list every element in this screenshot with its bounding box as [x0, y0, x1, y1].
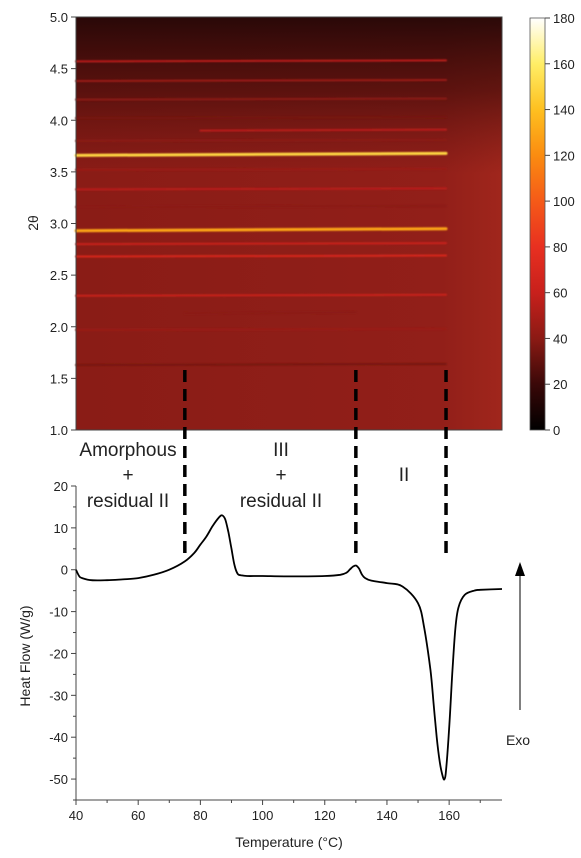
- dsc-x-tick-label: 160: [438, 808, 460, 823]
- diffraction-peak-1: [75, 79, 448, 83]
- dsc-y-tick-label: -50: [49, 772, 68, 787]
- heatmap-y-tick-label: 5.0: [50, 10, 68, 25]
- region-amorphous-line2: +: [122, 465, 133, 486]
- region-ii-line1: II: [399, 465, 410, 486]
- dsc-x-tick-label: 140: [376, 808, 398, 823]
- diffraction-peak-12: [75, 254, 448, 258]
- heatmap-panel: 1.0 1.5 2.0 2.5 3.0 3.5 4.0 4.5 5.0 2θ: [25, 10, 503, 438]
- heatmap-y-tick-label: 3.5: [50, 165, 68, 180]
- diffraction-peak-13: [75, 293, 448, 297]
- heatmap-y-tick-label: 4.0: [50, 113, 68, 128]
- region-iii-line2: +: [275, 465, 286, 486]
- dsc-x-tick-label: 60: [131, 808, 145, 823]
- dsc-y-tick-label: -20: [49, 646, 68, 661]
- exo-arrow-head: [515, 562, 525, 576]
- diffraction-peak-3: [75, 116, 448, 120]
- dsc-x-axis-title: Temperature (°C): [235, 834, 343, 850]
- colorbar-tick-label: 60: [553, 286, 567, 301]
- diffraction-peak-4: [199, 128, 448, 132]
- region-amorphous-line1: Amorphous: [79, 440, 176, 461]
- diffraction-peak-11: [75, 242, 448, 246]
- dsc-x-tick-label: 100: [252, 808, 274, 823]
- heatmap-shading: [76, 17, 502, 430]
- heatmap-y-tick-label: 1.0: [50, 423, 68, 438]
- colorbar-tick-label: 160: [553, 57, 575, 72]
- region-iii-line3: residual II: [240, 491, 322, 512]
- colorbar-gradient: [529, 17, 546, 431]
- colorbar-tick-label: 140: [553, 103, 575, 118]
- diffraction-peak-7: [75, 167, 448, 171]
- colorbar-tick-label: 80: [553, 240, 567, 255]
- diffraction-peak-14: [183, 311, 357, 315]
- diffraction-peak-15: [75, 327, 448, 331]
- region-labels: Amorphous + residual II III + residual I…: [79, 440, 409, 512]
- colorbar-tick-label: 180: [553, 11, 575, 26]
- region-iii-line1: III: [273, 440, 289, 461]
- heatmap-y-tick-label: 4.5: [50, 62, 68, 77]
- dsc-x-tick-label: 120: [314, 808, 336, 823]
- heatmap-y-tick-label: 3.0: [50, 217, 68, 232]
- colorbar: 0 20 40 60 80 100 120 140 160 180: [529, 11, 575, 438]
- colorbar-tick-label: 100: [553, 194, 575, 209]
- dsc-x-tick-label: 80: [193, 808, 207, 823]
- dsc-x-tick-label: 40: [69, 808, 83, 823]
- diffraction-peak-16: [75, 362, 448, 366]
- dsc-y-tick-label: 0: [61, 563, 68, 578]
- heat-flow-curve: [75, 514, 503, 781]
- exo-arrow: Exo: [506, 562, 530, 748]
- dsc-y-tick-label: 20: [54, 479, 68, 494]
- heatmap-y-axis-title: 2θ: [25, 215, 41, 231]
- colorbar-ticks: 0 20 40 60 80 100 120 140 160 180: [545, 11, 575, 438]
- diffraction-peak-9: [75, 204, 448, 208]
- diffraction-peak-0: [75, 59, 448, 63]
- diffraction-peak-6: [74, 151, 448, 157]
- exo-label: Exo: [506, 732, 530, 748]
- colorbar-tick-label: 120: [553, 148, 575, 163]
- diffraction-peak-2: [75, 97, 448, 101]
- colorbar-tick-label: 20: [553, 377, 567, 392]
- region-amorphous-line3: residual II: [87, 491, 169, 512]
- peak-lines: [74, 59, 448, 366]
- colorbar-tick-label: 40: [553, 331, 567, 346]
- diffraction-peak-10: [74, 227, 448, 233]
- heatmap-y-tick-label: 2.5: [50, 268, 68, 283]
- dsc-y-tick-label: -30: [49, 688, 68, 703]
- heatmap-y-tick-label: 1.5: [50, 371, 68, 386]
- transition-lines: [183, 370, 448, 558]
- diffraction-peak-5: [75, 138, 448, 142]
- heatmap-y-tick-label: 2.0: [50, 320, 68, 335]
- dsc-y-axis-title: Heat Flow (W/g): [17, 605, 33, 706]
- colorbar-tick-label: 0: [553, 423, 560, 438]
- diffraction-peak-8: [75, 187, 448, 191]
- dsc-y-tick-label: -10: [49, 605, 68, 620]
- heatmap-y-axis: 1.0 1.5 2.0 2.5 3.0 3.5 4.0 4.5 5.0: [50, 10, 76, 438]
- dsc-y-tick-label: 10: [54, 521, 68, 536]
- dsc-y-tick-label: -40: [49, 730, 68, 745]
